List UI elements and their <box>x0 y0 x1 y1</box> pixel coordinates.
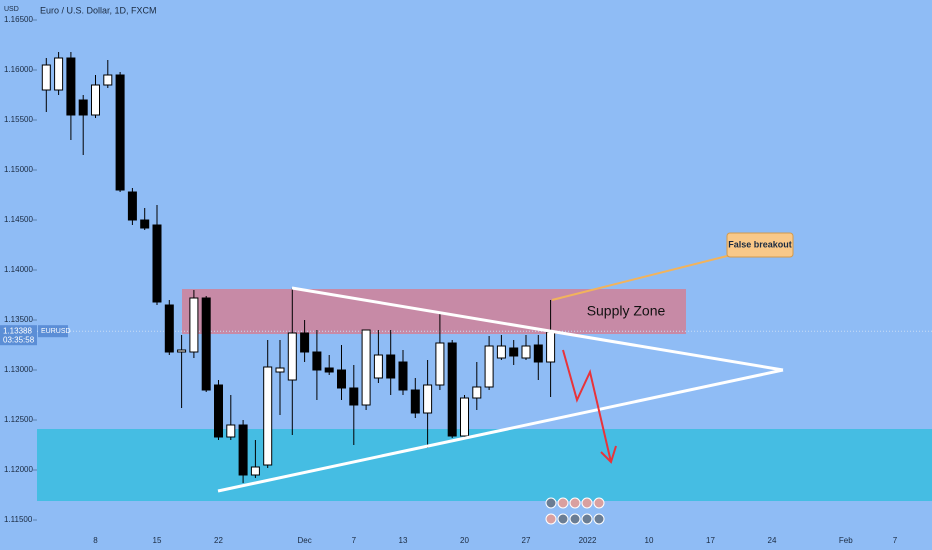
callout-line <box>551 253 736 301</box>
y-tick-label: 1.14000 <box>4 265 33 274</box>
demand-zone <box>37 429 932 501</box>
candle-body <box>410 389 420 414</box>
candle-body <box>263 366 273 466</box>
y-tick-label: 1.12500 <box>4 415 33 424</box>
candle-body <box>435 342 445 386</box>
candle-body <box>189 297 199 353</box>
x-tick-label: 2022 <box>579 536 597 545</box>
candle-body <box>398 361 408 391</box>
candle-body <box>275 367 285 373</box>
candle-body <box>472 386 482 399</box>
candle-body <box>127 191 137 221</box>
price-tag-value: 1.13388 <box>3 326 32 335</box>
candle-body <box>103 74 113 86</box>
y-tick-label: 1.14500 <box>4 215 33 224</box>
candle-body <box>546 331 556 363</box>
y-axis-label: USD <box>4 6 19 13</box>
candle-body <box>250 466 260 476</box>
candle-body <box>238 424 248 476</box>
x-tick-label: 24 <box>768 536 777 545</box>
y-tick-label: 1.15500 <box>4 115 33 124</box>
trendline-upper <box>291 286 784 372</box>
candle-body <box>361 329 371 406</box>
x-tick-label: 15 <box>153 536 162 545</box>
event-icons <box>545 497 605 525</box>
marks <box>0 19 932 521</box>
candle-body <box>484 345 494 388</box>
candle-body <box>177 349 187 353</box>
candle-body <box>115 74 125 191</box>
x-tick-label: 20 <box>460 536 469 545</box>
y-tick-label: 1.16000 <box>4 65 33 74</box>
candle-body <box>66 57 76 116</box>
candle-body <box>521 345 531 359</box>
candle-body <box>533 344 543 363</box>
y-tick-label: 1.12000 <box>4 465 33 474</box>
symbol-tag <box>38 325 68 338</box>
candle-body <box>373 354 383 379</box>
candle-body <box>509 347 519 357</box>
candle-body <box>152 224 162 303</box>
candle-body <box>78 99 88 116</box>
y-tick-label: 1.11500 <box>4 515 33 524</box>
x-tick-label: 13 <box>399 536 408 545</box>
x-tick-label: 10 <box>645 536 654 545</box>
symbol-label: EURUSD <box>41 328 71 335</box>
price-tag <box>0 325 37 346</box>
candle-body <box>214 384 223 438</box>
y-tick-label: 1.13500 <box>4 315 33 324</box>
candle-body <box>460 397 469 437</box>
zone-label: Supply Zone <box>587 303 666 319</box>
candle-body <box>164 304 174 353</box>
y-tick-label: 1.13000 <box>4 365 33 374</box>
candle-body <box>91 84 100 116</box>
candle-body <box>226 424 236 438</box>
candle-body <box>140 219 150 229</box>
candle-body <box>324 367 334 373</box>
candle-body <box>496 345 506 359</box>
candle-body <box>287 332 297 381</box>
candle-body <box>349 387 359 406</box>
candle-body <box>41 64 51 91</box>
candle-body <box>300 332 310 353</box>
x-tick-label: Dec <box>297 536 311 545</box>
y-tick-label: 1.15000 <box>4 165 33 174</box>
x-tick-label: 17 <box>706 536 715 545</box>
candle-body <box>337 369 346 389</box>
x-tick-label: 7 <box>352 536 357 545</box>
candle-body <box>312 351 322 371</box>
x-tick-label: Feb <box>839 536 853 545</box>
x-tick-label: 22 <box>214 536 223 545</box>
candle-body <box>386 354 396 379</box>
y-tick-label: 1.16500 <box>4 15 33 24</box>
callout-text: False breakout <box>728 239 792 249</box>
x-tick-label: 7 <box>893 536 898 545</box>
candle-body <box>54 57 64 91</box>
candle-body <box>423 384 433 414</box>
callout-box <box>726 232 794 258</box>
candle-body <box>201 297 211 391</box>
arrow-head <box>600 445 617 464</box>
trendline-lower <box>217 368 784 493</box>
price-tag-countdown: 03:35:58 <box>3 335 35 344</box>
x-tick-label: 27 <box>522 536 531 545</box>
arrow-line <box>562 349 612 463</box>
x-tick-label: 8 <box>93 536 98 545</box>
chart-title: Euro / U.S. Dollar, 1D, FXCM <box>40 5 157 15</box>
candle-body <box>447 342 457 437</box>
